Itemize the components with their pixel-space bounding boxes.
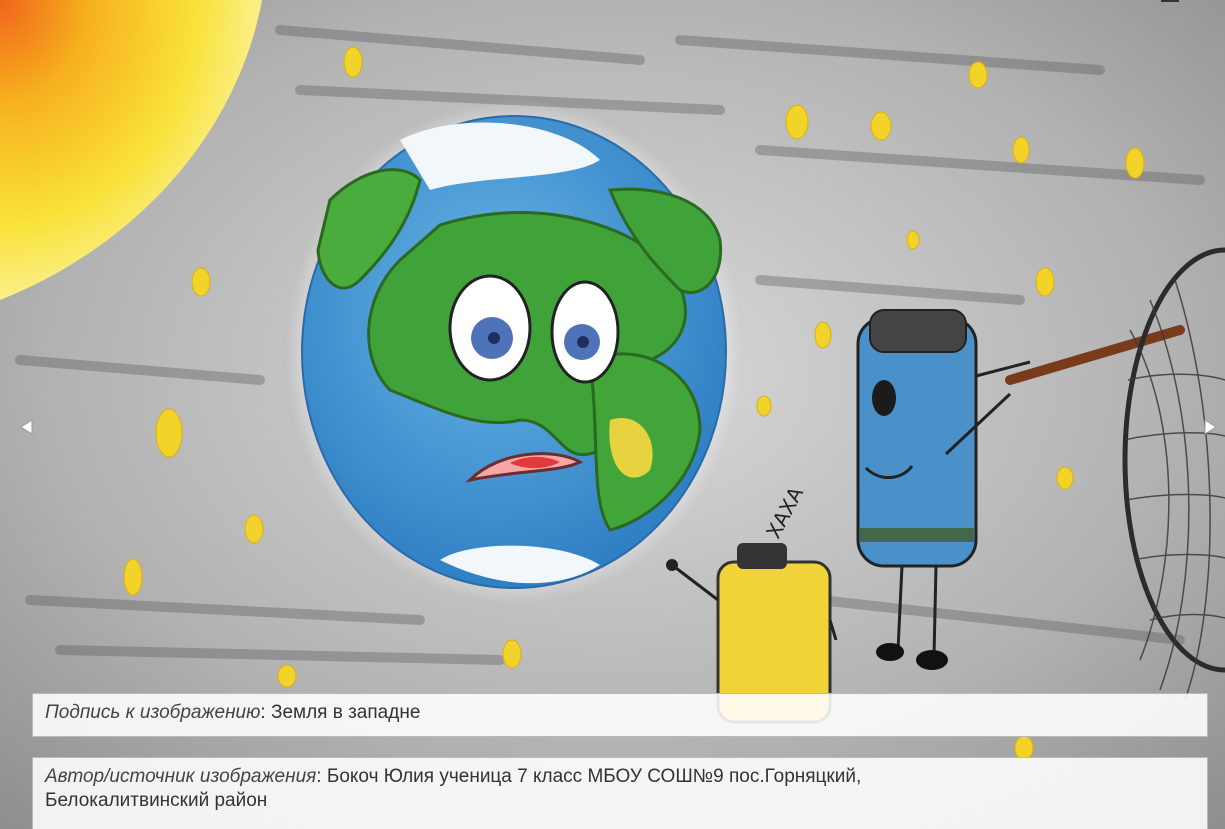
butterfly-net xyxy=(1005,247,1225,701)
author-text-line2: Белокалитвинский район xyxy=(45,790,268,811)
image-author-caption: Автор/источник изображения: Бокоч Юлия у… xyxy=(32,757,1208,829)
chevron-left-icon xyxy=(20,419,33,435)
caption-separator: : xyxy=(260,702,266,723)
caption-text: Земля в западне xyxy=(270,702,421,723)
previous-image-button[interactable] xyxy=(14,412,40,442)
caption-label: Подпись к изображению xyxy=(45,702,261,723)
author-label: Автор/источник изображения xyxy=(45,766,317,787)
blue-battery xyxy=(856,309,1031,670)
pencil-shading xyxy=(15,25,1205,665)
image-caption: Подпись к изображению: Земля в западне xyxy=(32,693,1208,737)
author-text-line1: Бокоч Юлия ученица 7 класс МБОУ СОШ№9 по… xyxy=(326,766,862,787)
corner-mark xyxy=(1161,0,1179,6)
stars xyxy=(123,46,1145,761)
author-separator: : xyxy=(316,766,322,787)
chevron-right-icon xyxy=(1204,419,1217,435)
next-image-button[interactable] xyxy=(1197,412,1223,442)
earth xyxy=(301,115,727,589)
sun xyxy=(0,0,262,300)
